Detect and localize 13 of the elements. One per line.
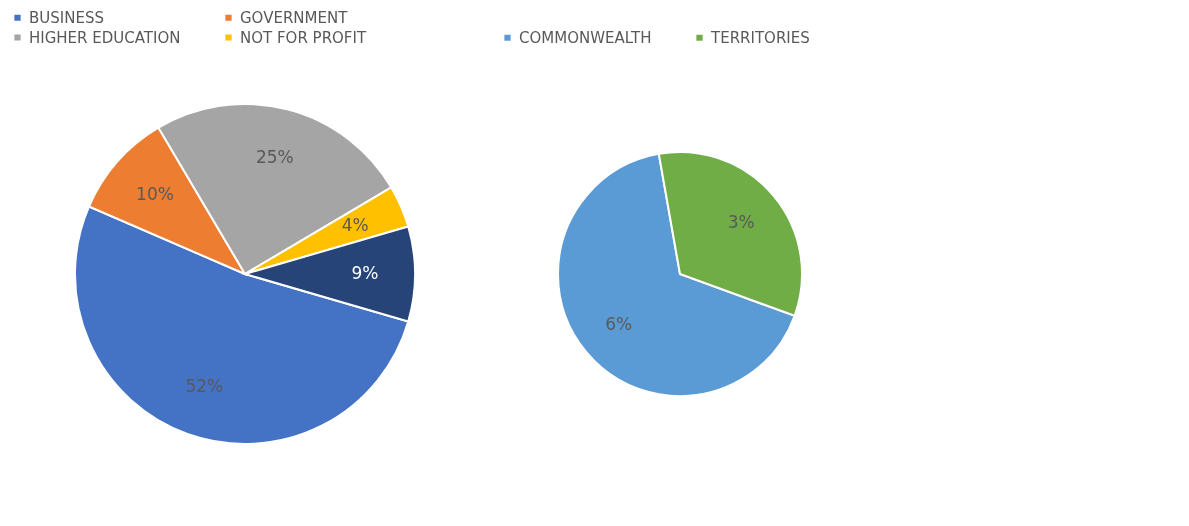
- legend-label: BUSINESS: [29, 8, 104, 27]
- data-label: 25%: [255, 146, 294, 167]
- data-label: 52%: [185, 375, 224, 396]
- legend-label: TERRITORIES: [710, 28, 810, 47]
- data-label: 6%: [605, 314, 633, 335]
- data-label: 4%: [341, 215, 369, 236]
- legend-label: COMMONWEALTH: [519, 28, 652, 47]
- data-label: 3%: [727, 211, 755, 232]
- legend-label: NOT FOR PROFIT: [240, 28, 367, 47]
- data-label: 9%: [351, 263, 379, 283]
- data-label: 10%: [136, 183, 174, 204]
- legend-label: GOVERNMENT: [240, 8, 349, 27]
- legend-label: HIGHER EDUCATION: [29, 28, 181, 47]
